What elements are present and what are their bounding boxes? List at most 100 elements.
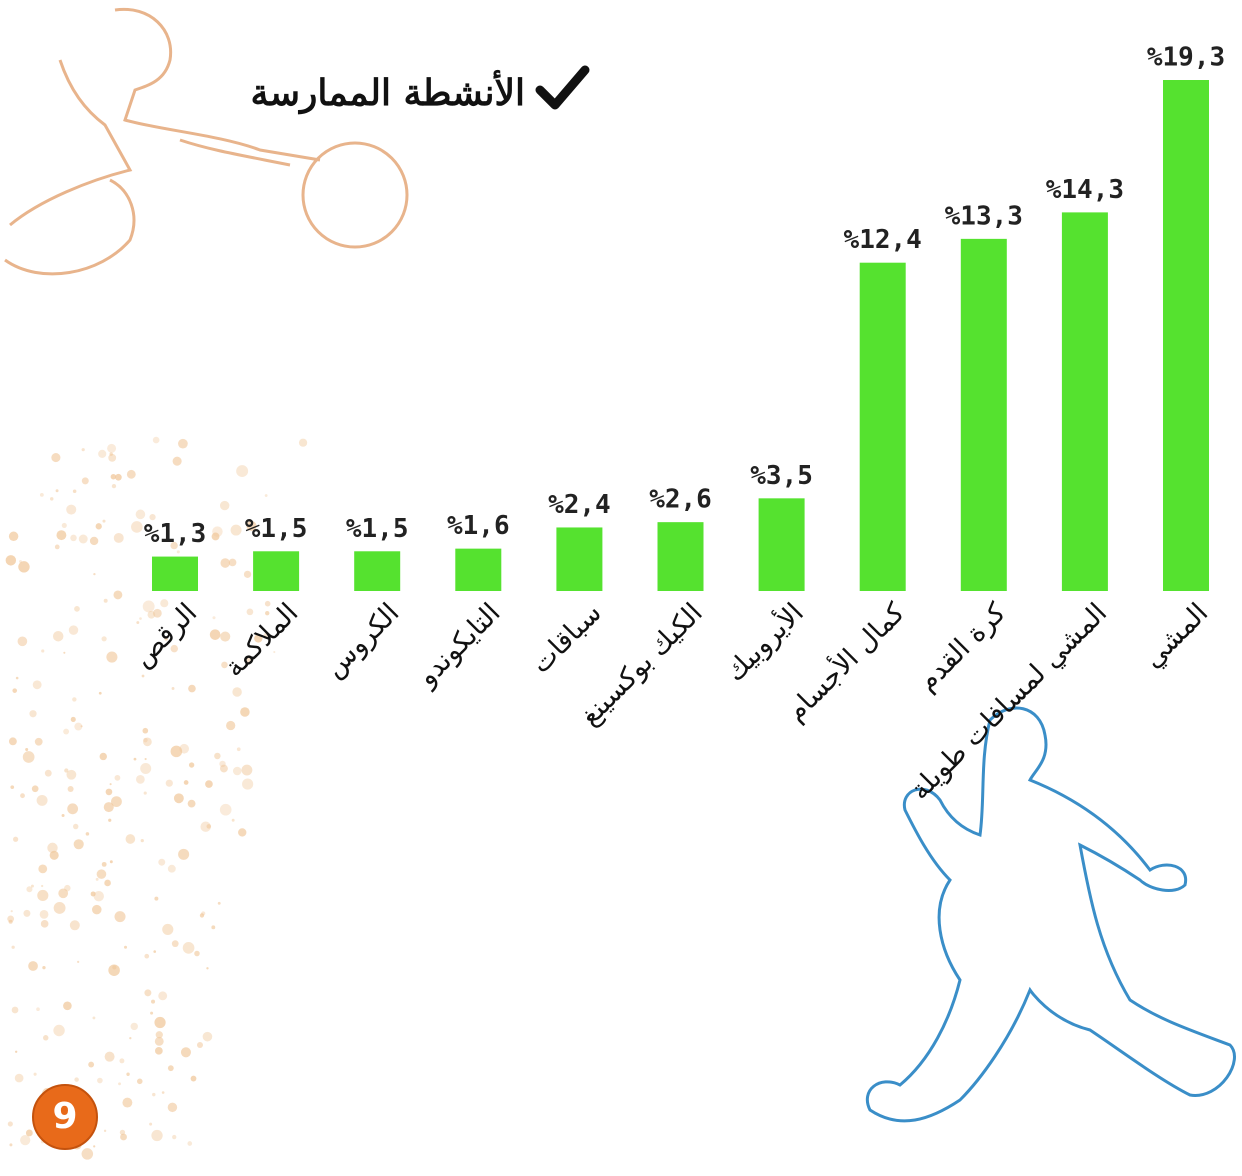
splatter-dot bbox=[69, 625, 78, 634]
splatter-dot bbox=[67, 803, 78, 814]
splatter-dot bbox=[194, 951, 200, 957]
splatter-dot bbox=[25, 748, 28, 751]
splatter-dot bbox=[98, 450, 106, 458]
splatter-dot bbox=[211, 925, 215, 929]
splatter-dot bbox=[231, 525, 242, 536]
splatter-dot bbox=[226, 721, 235, 730]
splatter-dot bbox=[153, 950, 156, 953]
splatter-dot bbox=[11, 910, 13, 912]
splatter-dot bbox=[97, 869, 107, 879]
splatter-dot bbox=[187, 1141, 192, 1146]
splatter-dot bbox=[214, 753, 221, 760]
splatter-dot bbox=[109, 452, 112, 455]
splatter-dot bbox=[74, 1077, 78, 1081]
splatter-dot bbox=[23, 751, 35, 763]
splatter-dot bbox=[54, 902, 66, 914]
splatter-dot bbox=[13, 837, 18, 842]
splatter-dot bbox=[9, 1143, 12, 1146]
splatter-dot bbox=[15, 1051, 17, 1053]
splatter-dot bbox=[34, 1073, 37, 1076]
splatter-dot bbox=[153, 437, 160, 444]
splatter-dot bbox=[115, 775, 121, 781]
bars: %1,3الرقص%1,5الملاكمة%1,5الكروس%1,6التاي… bbox=[127, 43, 1225, 807]
splatter-dot bbox=[131, 521, 143, 533]
splatter-dot bbox=[126, 834, 136, 844]
splatter-dot bbox=[114, 911, 125, 922]
splatter-dot bbox=[136, 621, 139, 624]
splatter-dot bbox=[108, 819, 111, 822]
splatter-dot bbox=[94, 891, 104, 901]
splatter-dot bbox=[51, 453, 60, 462]
splatter-dot bbox=[41, 885, 43, 887]
splatter-dot bbox=[93, 1016, 96, 1019]
splatter-dot bbox=[63, 652, 65, 654]
splatter-dot bbox=[265, 601, 271, 607]
splatter-dot bbox=[206, 967, 208, 969]
splatter-dot bbox=[53, 1025, 64, 1036]
category-label: الملاكمة bbox=[219, 597, 305, 683]
category-label: المشي لمسافات طويلة bbox=[904, 597, 1113, 806]
splatter-dot bbox=[236, 465, 248, 477]
splatter-dot bbox=[162, 1091, 165, 1094]
splatter-dot bbox=[23, 910, 30, 917]
splatter-dot bbox=[244, 571, 251, 578]
splatter-dot bbox=[31, 885, 34, 888]
splatter-dot bbox=[172, 940, 179, 947]
value-label: %19,3 bbox=[1147, 43, 1225, 73]
splatter-dot bbox=[63, 729, 69, 735]
value-label: %1,6 bbox=[447, 511, 510, 541]
splatter-dot bbox=[112, 484, 116, 488]
splatter-dot bbox=[37, 795, 48, 806]
splatter-dot bbox=[77, 961, 79, 963]
splatter-dot bbox=[9, 737, 17, 745]
splatter-dot bbox=[237, 747, 241, 751]
splatter-dot bbox=[126, 1073, 129, 1076]
splatter-dot bbox=[71, 717, 76, 722]
splatter-dot bbox=[99, 692, 102, 695]
splatter-dot bbox=[56, 530, 66, 540]
bar bbox=[658, 522, 704, 591]
splatter-dot bbox=[155, 1047, 163, 1055]
splatter-dot bbox=[62, 523, 67, 528]
splatter-dot bbox=[37, 890, 48, 901]
splatter-dot bbox=[220, 558, 230, 568]
splatter-dot bbox=[174, 793, 184, 803]
splatter-dot bbox=[40, 910, 49, 919]
splatter-dot bbox=[66, 505, 76, 515]
splatter-dot bbox=[220, 804, 232, 816]
splatter-dot bbox=[108, 964, 120, 976]
splatter-dot bbox=[265, 494, 268, 497]
category-label: الرقص bbox=[127, 597, 203, 673]
splatter-dot bbox=[82, 448, 85, 451]
splatter-dot bbox=[184, 780, 189, 785]
splatter-dot bbox=[131, 1023, 138, 1030]
splatter-dot bbox=[73, 489, 77, 493]
splatter-dot bbox=[102, 520, 105, 523]
splatter-dot bbox=[149, 1123, 152, 1126]
splatter-dot bbox=[106, 652, 117, 663]
splatter-dot bbox=[177, 550, 180, 553]
splatter-dot bbox=[162, 924, 173, 935]
splatter-dot bbox=[158, 991, 167, 1000]
splatter-dot bbox=[74, 839, 84, 849]
splatter-dot bbox=[137, 1079, 143, 1085]
splatter-dot bbox=[33, 680, 42, 689]
splatter-dot bbox=[127, 470, 136, 479]
splatter-dot bbox=[143, 601, 155, 613]
splatter-dot bbox=[55, 545, 60, 550]
value-label: %1,5 bbox=[346, 514, 409, 544]
wheelchair-illustration bbox=[5, 9, 407, 274]
category-label: الأيروبيك bbox=[718, 596, 810, 688]
splatter-dot bbox=[50, 497, 53, 500]
splatter-dot bbox=[166, 780, 173, 787]
splatter-dot bbox=[12, 1007, 19, 1014]
splatter-dot bbox=[26, 1130, 33, 1137]
splatter-dot bbox=[115, 474, 122, 481]
splatter-dot bbox=[141, 839, 144, 842]
splatter-dot bbox=[74, 606, 80, 612]
splatter-dot bbox=[168, 1065, 174, 1071]
splatter-dot bbox=[96, 523, 102, 529]
splatter-dot bbox=[79, 535, 88, 544]
value-label: %1,3 bbox=[144, 519, 207, 549]
splatter-dot bbox=[183, 942, 195, 954]
